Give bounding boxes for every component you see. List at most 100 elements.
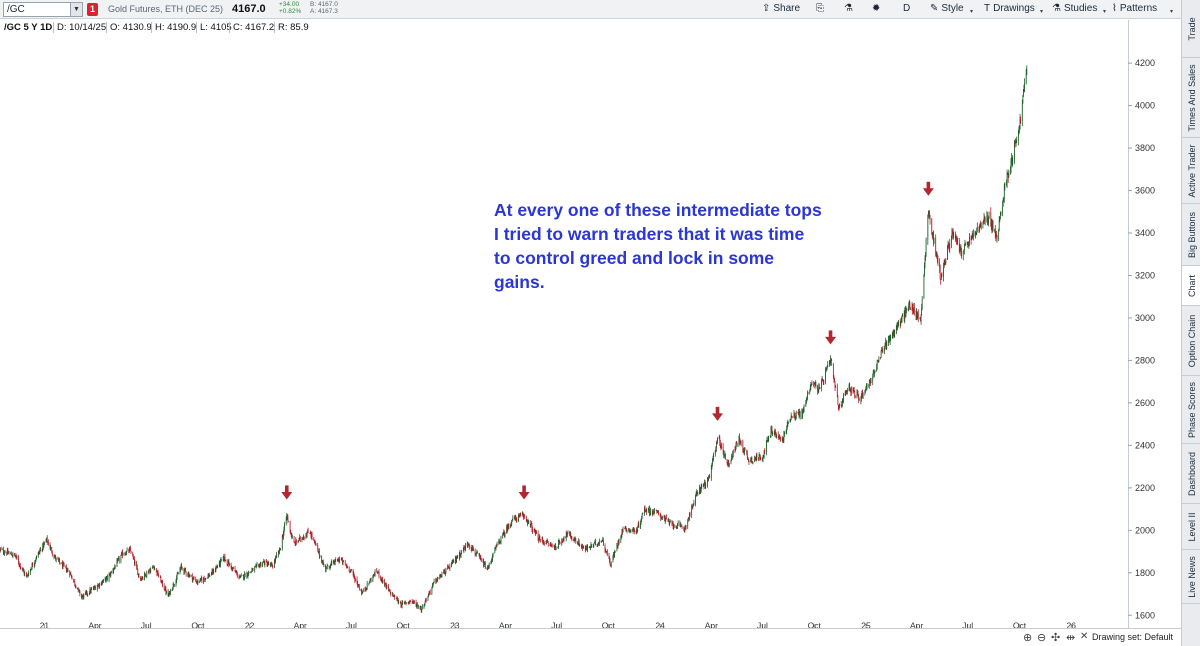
candle-body xyxy=(189,574,191,577)
tab-level-ii[interactable]: Level II xyxy=(1182,504,1200,550)
candle-body xyxy=(441,575,442,577)
price-chart[interactable]: 1600 1800 2000 2200 2400 2600 2800 3000 3200 3400… xyxy=(0,36,1155,631)
candle-body xyxy=(262,563,263,567)
candle-body xyxy=(355,579,356,581)
candle-body xyxy=(117,559,119,560)
candle-body xyxy=(692,505,694,507)
candle-body xyxy=(456,559,457,562)
tab-option-chain[interactable]: Option Chain xyxy=(1182,306,1200,376)
candle-body xyxy=(976,230,978,233)
candle-body xyxy=(1023,85,1025,92)
candle-body xyxy=(895,329,897,335)
drawing-set-label[interactable]: Drawing set: Default xyxy=(1092,632,1174,642)
drawings-dropdown-icon[interactable]: ▾ xyxy=(1040,9,1044,15)
tab-dashboard[interactable]: Dashboard xyxy=(1182,444,1200,504)
candle-body xyxy=(233,568,234,570)
candle-body xyxy=(847,391,848,392)
d-button[interactable]: D xyxy=(903,3,910,14)
candle-body xyxy=(841,405,843,407)
candle-body xyxy=(601,541,603,542)
studies-button[interactable]: ⚗ Studies xyxy=(1052,3,1097,14)
candle-body xyxy=(334,563,335,565)
drawings-button[interactable]: T Drawings xyxy=(984,3,1035,14)
candle-body xyxy=(356,578,358,583)
candle-body xyxy=(868,379,870,386)
candle-body xyxy=(294,542,296,545)
candle-body xyxy=(100,583,102,585)
reset-zoom-icon[interactable]: ⇹ xyxy=(1066,632,1076,644)
cross-icon[interactable]: ✕ xyxy=(1080,631,1089,642)
save-button[interactable]: ⎘ xyxy=(816,3,827,14)
candle-body xyxy=(1006,183,1007,186)
candle-body xyxy=(629,530,631,532)
candle-body xyxy=(343,561,344,562)
candle-body xyxy=(499,541,501,543)
candle-body xyxy=(762,455,764,459)
flask-button[interactable]: ⚗ xyxy=(844,3,856,14)
zoom-in-icon[interactable]: ⊕ xyxy=(1023,632,1033,644)
candle-body xyxy=(436,578,437,582)
link-badge[interactable]: 1 xyxy=(87,3,98,16)
tab-trade[interactable]: Trade xyxy=(1182,0,1200,58)
candle-body xyxy=(487,567,489,569)
candle-body xyxy=(581,545,583,548)
candle-body xyxy=(222,556,224,561)
candle-body xyxy=(943,262,945,268)
candle-body xyxy=(153,567,155,569)
candle-body xyxy=(677,523,678,528)
candle-body xyxy=(50,547,51,549)
zoom-out-icon[interactable]: ⊖ xyxy=(1037,632,1047,644)
candle-body xyxy=(752,461,754,463)
candle-body xyxy=(748,460,750,462)
candle-body xyxy=(224,556,226,561)
candle-body xyxy=(252,568,254,571)
candle-body xyxy=(452,560,454,562)
candle-body xyxy=(144,573,145,578)
tab-big-buttons[interactable]: Big Buttons xyxy=(1182,204,1200,266)
tab-chart[interactable]: Chart xyxy=(1182,266,1200,306)
candle-body xyxy=(373,574,375,576)
candle-body xyxy=(180,565,182,569)
patterns-label: Patterns xyxy=(1119,3,1158,14)
time-tick-label: Jul xyxy=(551,621,562,631)
candle-body xyxy=(321,555,322,563)
candle-body xyxy=(353,576,355,577)
candlestick-chart[interactable]: 1600 1800 2000 2200 2400 2600 2800 3000 3200 3400… xyxy=(0,36,1181,646)
candle-body xyxy=(209,574,211,577)
candle-body xyxy=(767,439,769,441)
share-button[interactable]: ⇪ Share xyxy=(762,3,800,14)
style-button[interactable]: ✎ Style xyxy=(930,3,964,14)
annotation-text[interactable]: At every one of these intermediate tops … xyxy=(494,200,822,292)
candle-body xyxy=(732,453,734,457)
chart-study-label[interactable]: /GC 5 Y 1D xyxy=(4,22,53,33)
candle-body xyxy=(67,570,69,572)
patterns-dropdown-icon[interactable]: ▾ xyxy=(1170,9,1174,15)
net-change: +34.00 +0.82% xyxy=(279,1,301,15)
candle-body xyxy=(295,539,297,543)
candle-body xyxy=(850,387,852,393)
symbol-input[interactable]: /GC ▼ xyxy=(3,2,83,17)
candle-body xyxy=(901,316,903,321)
candle-body xyxy=(877,360,879,362)
candle-body xyxy=(913,306,915,314)
style-dropdown-icon[interactable]: ▾ xyxy=(970,9,974,15)
tab-times-and-sales[interactable]: Times And Sales xyxy=(1182,58,1200,138)
candle-body xyxy=(608,555,610,559)
candle-body xyxy=(163,585,165,590)
patterns-icon: ⌇ xyxy=(1112,3,1117,14)
chevron-down-icon[interactable]: ▼ xyxy=(70,3,82,16)
candle-body xyxy=(687,521,689,527)
tab-phase-scores[interactable]: Phase Scores xyxy=(1182,376,1200,444)
candle-body xyxy=(211,574,212,576)
settings-button[interactable]: ✹ xyxy=(872,3,883,14)
candle-body xyxy=(861,390,863,397)
tab-active-trader[interactable]: Active Trader xyxy=(1182,138,1200,204)
candle-body xyxy=(372,576,374,582)
candle-body xyxy=(632,529,634,532)
candle-body xyxy=(374,570,376,577)
pan-icon[interactable]: ✣ xyxy=(1051,632,1061,644)
studies-dropdown-icon[interactable]: ▾ xyxy=(1103,9,1107,15)
patterns-button[interactable]: ⌇ Patterns xyxy=(1112,3,1157,14)
candle-body xyxy=(982,222,984,225)
tab-live-news[interactable]: Live News xyxy=(1182,550,1200,604)
